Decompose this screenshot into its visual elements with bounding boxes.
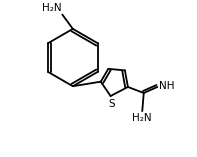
Text: S: S — [108, 99, 115, 109]
Text: NH: NH — [159, 81, 174, 91]
Text: H₂N: H₂N — [132, 113, 152, 123]
Text: H₂N: H₂N — [42, 3, 61, 13]
